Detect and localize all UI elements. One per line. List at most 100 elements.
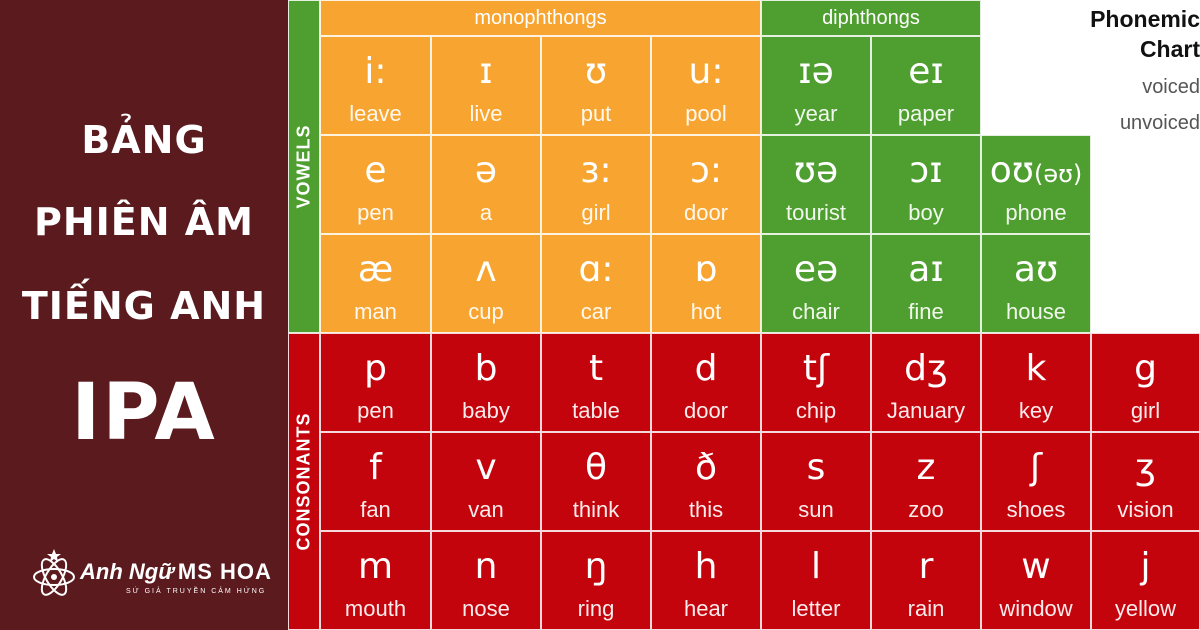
- phoneme-symbol-text: e: [364, 150, 387, 191]
- phoneme-symbol-text: ə: [474, 150, 498, 191]
- phoneme-symbol: g: [1092, 344, 1199, 394]
- phoneme-symbol-text: j: [1140, 546, 1151, 587]
- vowels-label-text: VOWELS: [293, 124, 314, 209]
- logo-brand-text: MS HOA: [177, 559, 272, 584]
- phoneme-symbol-text: t: [588, 348, 604, 389]
- phoneme-cell: eə chair: [761, 234, 871, 333]
- phoneme-symbol: e: [321, 146, 430, 196]
- phoneme-symbol-text: ʒ: [1135, 447, 1156, 488]
- phoneme-cell: tʃ chip: [761, 333, 871, 432]
- phoneme-symbol-text: eɪ: [908, 51, 944, 92]
- phoneme-symbol: j: [1092, 542, 1199, 592]
- phoneme-symbol: aɪ: [872, 245, 980, 295]
- phoneme-symbol: ɑ:: [542, 245, 650, 295]
- example-word: man: [354, 299, 397, 324]
- phoneme-cell: ɪə year: [761, 36, 871, 135]
- phoneme-symbol: t: [542, 344, 650, 394]
- example-word: pool: [685, 101, 727, 126]
- phoneme-symbol-text: aɪ: [908, 249, 944, 290]
- example-word: year: [794, 101, 838, 126]
- example-word: letter: [791, 596, 841, 621]
- phoneme-cell: k key: [981, 333, 1091, 432]
- phoneme-cell: aʊ house: [981, 234, 1091, 333]
- phoneme-symbol: ɪ: [432, 47, 540, 97]
- phoneme-cell: æ man: [320, 234, 431, 333]
- diphthongs-header: diphthongs: [761, 0, 981, 36]
- phoneme-symbol-text: oʊ: [989, 150, 1034, 191]
- title-panel: BẢNG PHIÊN ÂM TIẾNG ANH IPA Anh Ngữ MS HO…: [0, 0, 288, 630]
- phoneme-symbol: aʊ: [982, 245, 1090, 295]
- legend-voiced: voiced: [1142, 76, 1200, 98]
- phoneme-cell: e pen: [320, 135, 431, 234]
- logo-slogan: SỨ GIẢ TRUYỀN CẢM HỨNG: [126, 588, 267, 595]
- phoneme-symbol-text: ɪə: [798, 51, 834, 92]
- phoneme-symbol: ɔ:: [652, 146, 760, 196]
- legend-title-line-2: Chart: [1139, 36, 1200, 62]
- phoneme-symbol-alt: (əʊ): [1033, 160, 1083, 188]
- phoneme-symbol: eə: [762, 245, 870, 295]
- phoneme-cell: f fan: [320, 432, 431, 531]
- phoneme-symbol: v: [432, 443, 540, 493]
- example-word: nose: [462, 596, 510, 621]
- example-word: live: [469, 101, 503, 126]
- example-word: vision: [1117, 497, 1174, 522]
- phoneme-symbol: k: [982, 344, 1090, 394]
- phoneme-cell: ʊə tourist: [761, 135, 871, 234]
- phoneme-symbol-text: ɜ:: [580, 150, 612, 191]
- phoneme-symbol-text: θ: [584, 447, 608, 488]
- phoneme-cell: p pen: [320, 333, 431, 432]
- phoneme-symbol-text: r: [918, 546, 934, 587]
- phoneme-cell: ɪ live: [431, 36, 541, 135]
- example-word: baby: [462, 398, 510, 423]
- logo-wordmark: Anh Ngữ MS HOA: [80, 559, 272, 585]
- phoneme-symbol: p: [321, 344, 430, 394]
- example-word: chair: [792, 299, 840, 324]
- example-word: fan: [360, 497, 391, 522]
- phoneme-symbol-text: p: [364, 348, 387, 389]
- legend-title: Phonemic Chart: [1040, 4, 1200, 64]
- phoneme-symbol: s: [762, 443, 870, 493]
- phoneme-symbol-text: ð: [694, 447, 718, 488]
- phoneme-symbol: ɜ:: [542, 146, 650, 196]
- phoneme-symbol: ð: [652, 443, 760, 493]
- phoneme-cell: ʒ vision: [1091, 432, 1200, 531]
- phoneme-cell: j yellow: [1091, 531, 1200, 630]
- example-word: leave: [349, 101, 402, 126]
- phoneme-symbol: n: [432, 542, 540, 592]
- example-word: ring: [577, 596, 615, 621]
- phoneme-cell: ʃ shoes: [981, 432, 1091, 531]
- phoneme-cell: ɔɪ boy: [871, 135, 981, 234]
- example-word: yellow: [1114, 596, 1177, 621]
- title-line-3: TIẾNG ANH: [21, 284, 267, 328]
- phoneme-symbol-text: n: [474, 546, 498, 587]
- example-word: table: [572, 398, 620, 423]
- phoneme-symbol: l: [762, 542, 870, 592]
- example-word: pen: [357, 200, 394, 225]
- phoneme-symbol: z: [872, 443, 980, 493]
- phoneme-cell: ʌ cup: [431, 234, 541, 333]
- phoneme-symbol-text: ɒ: [694, 249, 718, 290]
- title-line-4: IPA: [71, 368, 217, 458]
- phoneme-symbol: r: [872, 542, 980, 592]
- phoneme-symbol-text: aʊ: [1013, 249, 1059, 290]
- phoneme-cell: r rain: [871, 531, 981, 630]
- phoneme-symbol-text: u:: [688, 51, 724, 92]
- example-word: shoes: [1006, 497, 1066, 522]
- phoneme-symbol-text: f: [369, 447, 382, 488]
- phoneme-cell: ɜ: girl: [541, 135, 651, 234]
- phoneme-cell: l letter: [761, 531, 871, 630]
- phoneme-symbol: θ: [542, 443, 650, 493]
- phoneme-cell: t table: [541, 333, 651, 432]
- phoneme-symbol-text: ŋ: [584, 546, 608, 587]
- example-word: this: [688, 497, 724, 522]
- example-word: hear: [683, 596, 729, 621]
- phoneme-cell: ʊ put: [541, 36, 651, 135]
- atom-star-icon: [33, 549, 75, 596]
- phoneme-cell: ɑ: car: [541, 234, 651, 333]
- phoneme-cell: u: pool: [651, 36, 761, 135]
- phoneme-symbol: d: [652, 344, 760, 394]
- phoneme-symbol: i:: [321, 47, 430, 97]
- phoneme-symbol-text: s: [806, 447, 826, 488]
- phoneme-symbol: ə: [432, 146, 540, 196]
